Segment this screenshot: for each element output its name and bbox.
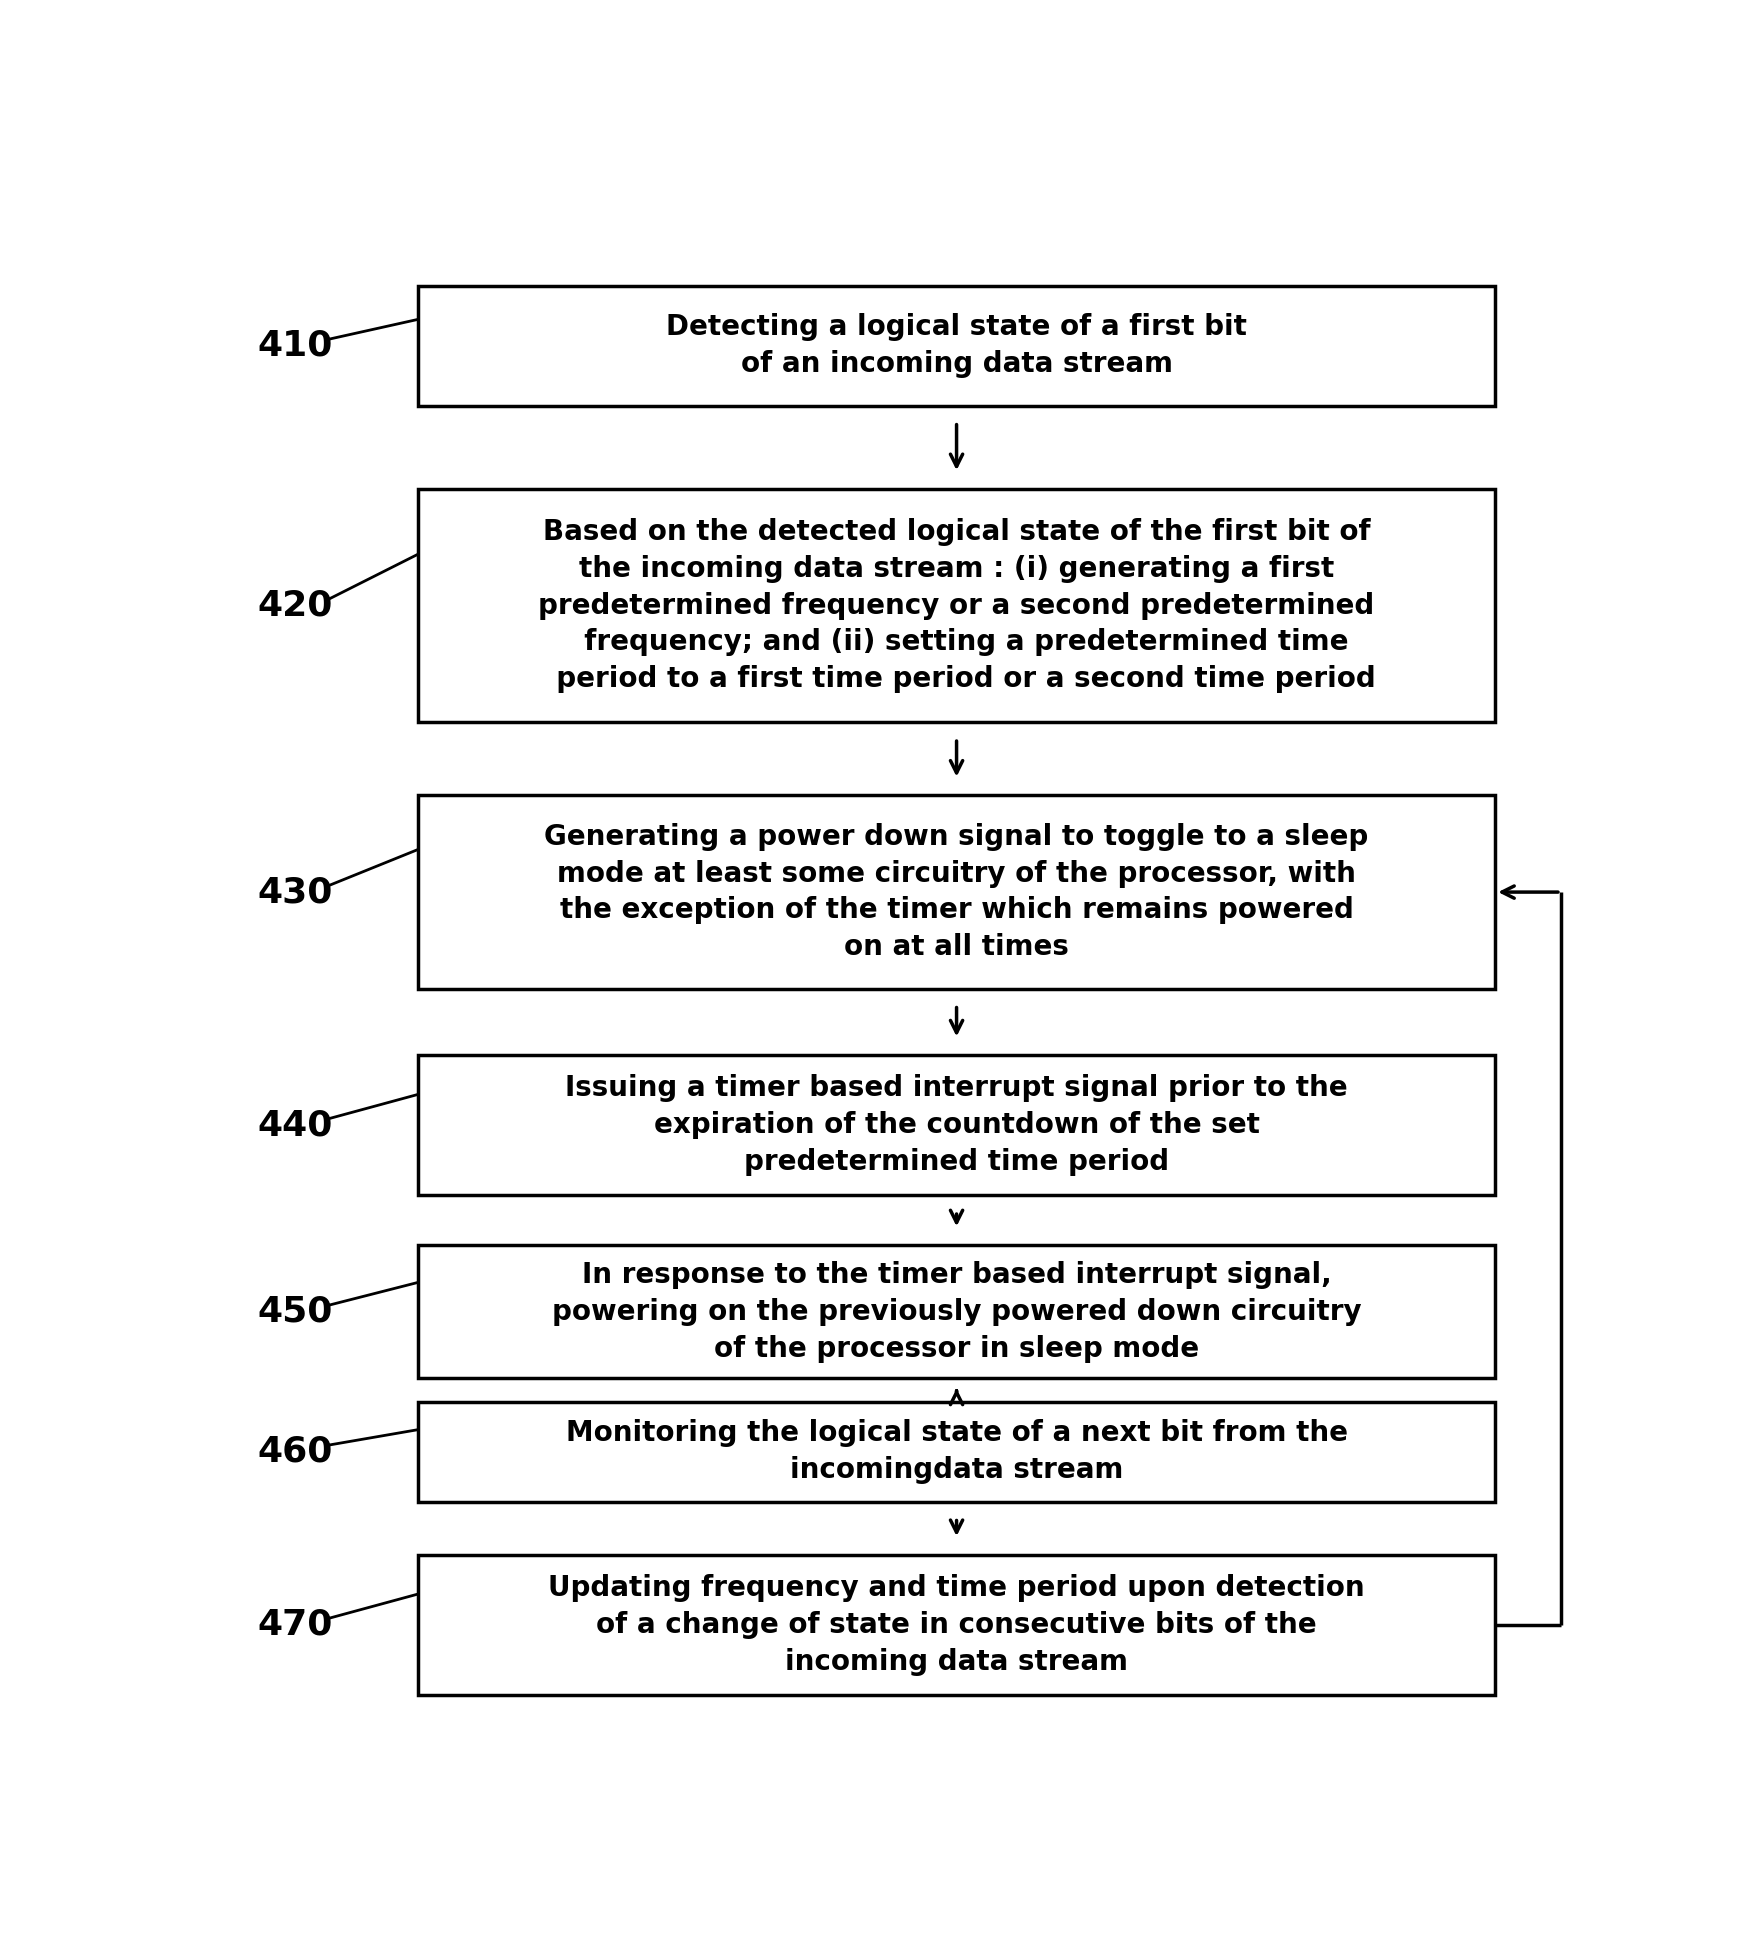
Bar bbox=[417, 287, 1496, 405]
Text: Generating a power down signal to toggle to a sleep
mode at least some circuitry: Generating a power down signal to toggle… bbox=[544, 824, 1369, 961]
Text: 420: 420 bbox=[257, 589, 333, 622]
Bar bbox=[417, 1056, 1496, 1196]
Bar bbox=[417, 1401, 1496, 1502]
Text: Updating frequency and time period upon detection
of a change of state in consec: Updating frequency and time period upon … bbox=[549, 1574, 1364, 1676]
Bar bbox=[417, 1246, 1496, 1378]
Text: 440: 440 bbox=[257, 1109, 333, 1141]
Text: Detecting a logical state of a first bit
of an incoming data stream: Detecting a logical state of a first bit… bbox=[665, 314, 1248, 378]
Text: Issuing a timer based interrupt signal prior to the
expiration of the countdown : Issuing a timer based interrupt signal p… bbox=[565, 1074, 1348, 1176]
Text: Based on the detected logical state of the first bit of
the incoming data stream: Based on the detected logical state of t… bbox=[537, 517, 1376, 694]
Bar bbox=[417, 488, 1496, 723]
Text: 430: 430 bbox=[257, 876, 333, 909]
Text: 450: 450 bbox=[257, 1295, 333, 1329]
Text: 460: 460 bbox=[257, 1434, 333, 1469]
Bar bbox=[417, 795, 1496, 988]
Text: In response to the timer based interrupt signal,
powering on the previously powe: In response to the timer based interrupt… bbox=[551, 1262, 1362, 1362]
Text: 470: 470 bbox=[257, 1609, 333, 1641]
Text: Monitoring the logical state of a next bit from the
incomingdata stream: Monitoring the logical state of a next b… bbox=[565, 1419, 1348, 1485]
Bar bbox=[417, 1554, 1496, 1696]
Text: 410: 410 bbox=[257, 329, 333, 362]
